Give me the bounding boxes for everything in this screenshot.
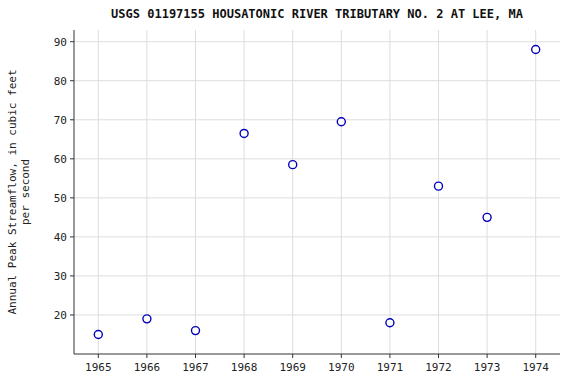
chart-container: 1965 1966 1967 1968 1969 1970 1971 1972 1973 1974… bbox=[0, 0, 576, 384]
x-grid-line bbox=[292, 30, 293, 354]
y-grid-line bbox=[74, 158, 560, 159]
y-tick bbox=[70, 275, 74, 276]
y-grid-line bbox=[74, 80, 560, 81]
y-tick bbox=[70, 158, 74, 159]
x-tick-label: 1968 bbox=[231, 361, 258, 374]
y-axis-label: Annual Peak Streamflow, in cubic feetper… bbox=[6, 69, 32, 314]
x-tick-label: 1973 bbox=[474, 361, 501, 374]
point bbox=[337, 118, 345, 126]
x-grid-line bbox=[535, 30, 536, 354]
x-tick-label: 1967 bbox=[182, 361, 209, 374]
x-grid-line bbox=[438, 30, 439, 354]
point bbox=[483, 213, 491, 221]
y-grid-line bbox=[74, 236, 560, 237]
y-grid-line bbox=[74, 119, 560, 120]
x-grid-line bbox=[98, 30, 99, 354]
point bbox=[240, 129, 248, 137]
y-axis-label-line: per second bbox=[19, 159, 32, 225]
x-grid-line bbox=[487, 30, 488, 354]
y-tick-label: 50 bbox=[54, 192, 67, 205]
y-tick-label: 70 bbox=[54, 114, 67, 127]
x-grid-line bbox=[341, 30, 342, 354]
x-tick-label: 1970 bbox=[328, 361, 355, 374]
y-tick bbox=[70, 236, 74, 237]
y-tick bbox=[70, 197, 74, 198]
points bbox=[94, 46, 539, 339]
x-tick bbox=[341, 354, 342, 358]
point bbox=[94, 330, 102, 338]
y-tick bbox=[70, 41, 74, 42]
y-grid-line bbox=[74, 197, 560, 198]
y-tick-label: 20 bbox=[54, 309, 67, 322]
y-grid-line bbox=[74, 275, 560, 276]
x-tick bbox=[438, 354, 439, 358]
y-tick bbox=[70, 80, 74, 81]
x-grid-line bbox=[244, 30, 245, 354]
y-tick bbox=[70, 314, 74, 315]
point bbox=[192, 327, 200, 335]
x-grid-line bbox=[389, 30, 390, 354]
point bbox=[386, 319, 394, 327]
point bbox=[143, 315, 151, 323]
y-tick-label: 40 bbox=[54, 231, 67, 244]
point bbox=[532, 46, 540, 54]
y-tick bbox=[70, 119, 74, 120]
x-tick bbox=[195, 354, 196, 358]
x-tick bbox=[146, 354, 147, 358]
x-tick-label: 1965 bbox=[85, 361, 112, 374]
x-tick-label: 1971 bbox=[377, 361, 404, 374]
y-axis-line bbox=[74, 30, 75, 354]
x-tick-label: 1974 bbox=[522, 361, 549, 374]
x-tick bbox=[98, 354, 99, 358]
y-tick-label: 60 bbox=[54, 153, 67, 166]
x-grid-line bbox=[195, 30, 196, 354]
point bbox=[289, 161, 297, 169]
x-tick bbox=[292, 354, 293, 358]
point bbox=[435, 182, 443, 190]
y-tick-label: 90 bbox=[54, 36, 67, 49]
x-tick bbox=[487, 354, 488, 358]
chart: 1965 1966 1967 1968 1969 1970 1971 1972 1973 1974… bbox=[0, 0, 576, 384]
title: USGS 01197155 HOUSATONIC RIVER TRIBUTARY… bbox=[111, 7, 524, 21]
x-tick-label: 1966 bbox=[134, 361, 161, 374]
x-tick bbox=[535, 354, 536, 358]
y-tick-label: 30 bbox=[54, 270, 67, 283]
y-tick-label: 80 bbox=[54, 75, 67, 88]
y-grid-line bbox=[74, 41, 560, 42]
x-tick bbox=[389, 354, 390, 358]
x-grid-line bbox=[146, 30, 147, 354]
x-tick-label: 1972 bbox=[425, 361, 452, 374]
axes: 1965 1966 1967 1968 1969 1970 1971 1972 1973 1974… bbox=[54, 30, 560, 374]
x-tick-label: 1969 bbox=[279, 361, 306, 374]
y-axis-label-line: Annual Peak Streamflow, in cubic feet bbox=[6, 69, 19, 314]
x-tick bbox=[244, 354, 245, 358]
grid bbox=[74, 30, 560, 354]
